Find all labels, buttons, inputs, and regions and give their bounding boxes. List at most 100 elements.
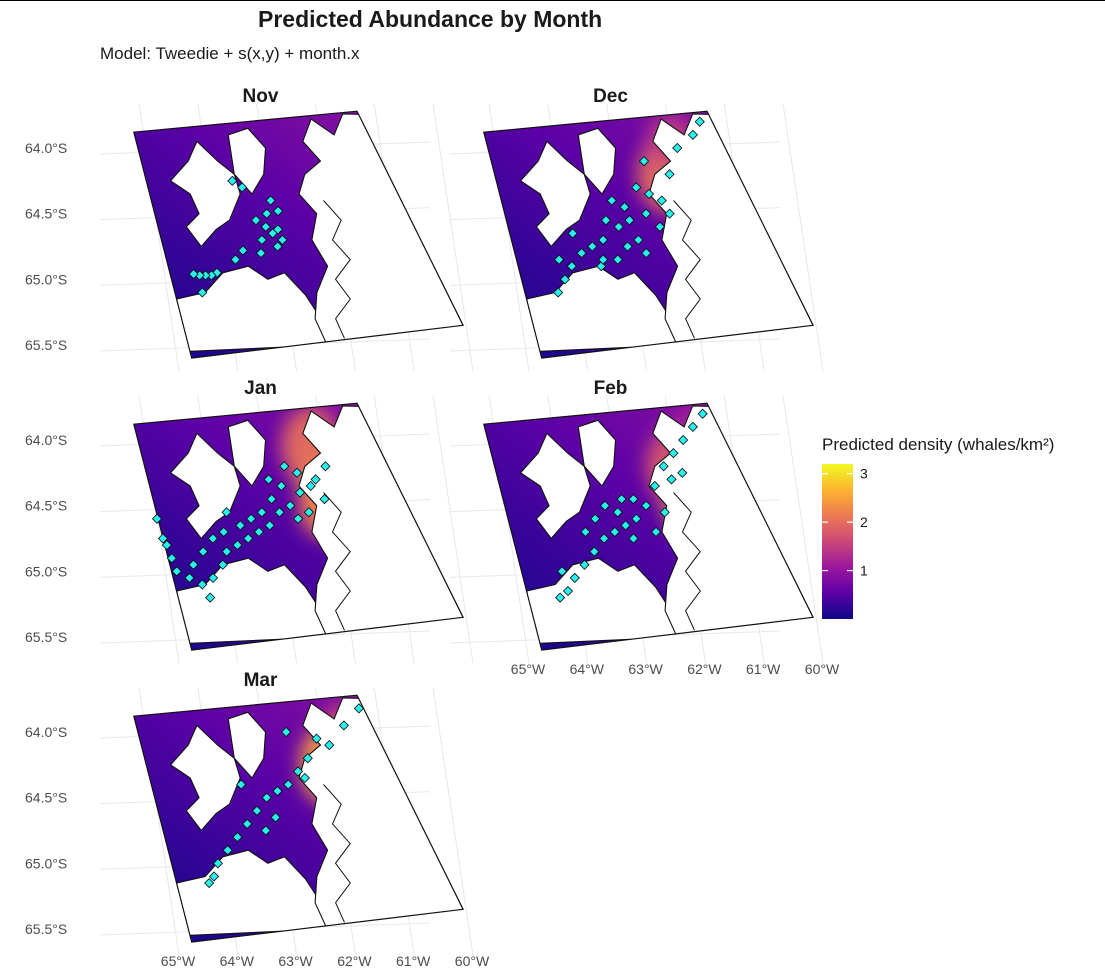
observation-point — [208, 871, 220, 882]
observation-point — [218, 526, 229, 538]
panel-title: Dec — [593, 86, 628, 107]
y-tick-label: 65.0°S — [25, 271, 67, 287]
observation-point — [151, 513, 163, 524]
observation-point — [338, 720, 350, 731]
observation-point — [197, 287, 208, 298]
observation-point — [279, 461, 290, 472]
observation-point — [232, 539, 243, 551]
observation-point — [299, 772, 310, 784]
observation-point — [250, 215, 262, 226]
observation-point — [251, 805, 263, 816]
observation-point — [188, 268, 199, 280]
colorbar-label: 1 — [860, 563, 868, 579]
observation-point — [609, 526, 620, 538]
observation-point — [566, 261, 577, 272]
observation-point — [353, 703, 365, 714]
x-tick-label: 63°W — [628, 661, 663, 677]
observation-point — [245, 513, 257, 524]
panel-title: Jan — [244, 378, 277, 399]
panel-frame — [483, 402, 815, 651]
coastline — [673, 492, 701, 631]
land-mass — [227, 711, 267, 779]
observation-point — [276, 480, 287, 492]
observation-point — [553, 254, 565, 265]
y-tick-label: 65.0°S — [25, 563, 67, 579]
observation-point — [200, 270, 211, 281]
coastline — [323, 200, 351, 339]
observation-point — [641, 247, 652, 259]
observation-point — [579, 559, 590, 570]
observation-point — [261, 792, 272, 803]
observation-point — [222, 845, 233, 856]
y-tick-label: 64.5°S — [25, 206, 67, 222]
top-rule — [0, 0, 1105, 1]
observation-point — [599, 500, 611, 511]
observation-point — [212, 858, 224, 869]
x-tick-label: 65°W — [161, 953, 196, 969]
observation-point — [650, 526, 662, 538]
y-tick-label: 64.0°S — [25, 724, 67, 740]
panel-frame — [133, 402, 465, 651]
observation-point — [624, 215, 635, 226]
y-tick-label: 65.5°S — [25, 337, 67, 353]
observation-point — [324, 740, 335, 751]
observation-point — [285, 500, 296, 511]
observation-point — [694, 116, 705, 127]
observation-point — [628, 494, 639, 505]
observation-point — [589, 546, 600, 557]
observation-point — [311, 733, 322, 744]
map-panel-dec: Dec — [449, 86, 824, 372]
observation-point — [272, 224, 284, 235]
map-panel-nov: Nov 64.0°S 64.5°S 65.0°S 65.5°S — [25, 86, 474, 372]
observation-point — [600, 215, 612, 226]
observation-point — [319, 494, 330, 505]
observation-point — [664, 169, 675, 180]
observation-point — [235, 520, 246, 531]
y-tick-label: 65.5°S — [25, 629, 67, 645]
observation-point — [206, 270, 217, 281]
observation-point — [664, 208, 675, 219]
observation-point — [697, 408, 708, 419]
observation-point — [221, 546, 232, 557]
observation-point — [631, 513, 642, 524]
observation-point — [294, 487, 306, 498]
observation-point — [628, 533, 639, 544]
observation-point — [283, 779, 294, 790]
observation-point — [649, 480, 660, 492]
observation-point — [587, 241, 598, 252]
land-mass — [227, 419, 267, 487]
observation-point — [553, 287, 564, 298]
observation-point — [659, 507, 670, 518]
observation-point — [292, 766, 304, 777]
observation-point — [656, 195, 667, 206]
observation-point — [272, 786, 283, 797]
observation-point — [236, 779, 247, 790]
observation-point — [612, 507, 623, 518]
observation-point — [580, 526, 591, 538]
observation-point — [293, 513, 304, 524]
observation-point — [687, 129, 699, 140]
y-tick-label: 64.0°S — [25, 140, 67, 156]
gridline-lon — [782, 103, 824, 372]
colorbar-label: 3 — [860, 466, 868, 482]
x-tick-label: 61°W — [746, 661, 781, 677]
observation-point — [620, 520, 631, 531]
observation-point — [253, 526, 265, 538]
map-panel-mar: Mar 64.0°S 64.5°S 65.0°S 65.5°S — [25, 670, 474, 956]
observation-point — [261, 208, 272, 219]
observation-point — [606, 195, 617, 206]
observation-point — [264, 520, 275, 531]
x-tick-label: 62°W — [687, 661, 722, 677]
observation-point — [188, 559, 199, 570]
observation-point — [260, 221, 271, 232]
panel-title: Mar — [244, 670, 278, 691]
observation-point — [265, 195, 276, 206]
observation-point — [198, 546, 209, 557]
observation-point — [555, 592, 566, 603]
observation-point — [666, 474, 677, 485]
observation-point — [272, 205, 284, 217]
observation-point — [161, 539, 172, 551]
observation-point — [598, 254, 609, 265]
observation-point — [562, 585, 574, 597]
